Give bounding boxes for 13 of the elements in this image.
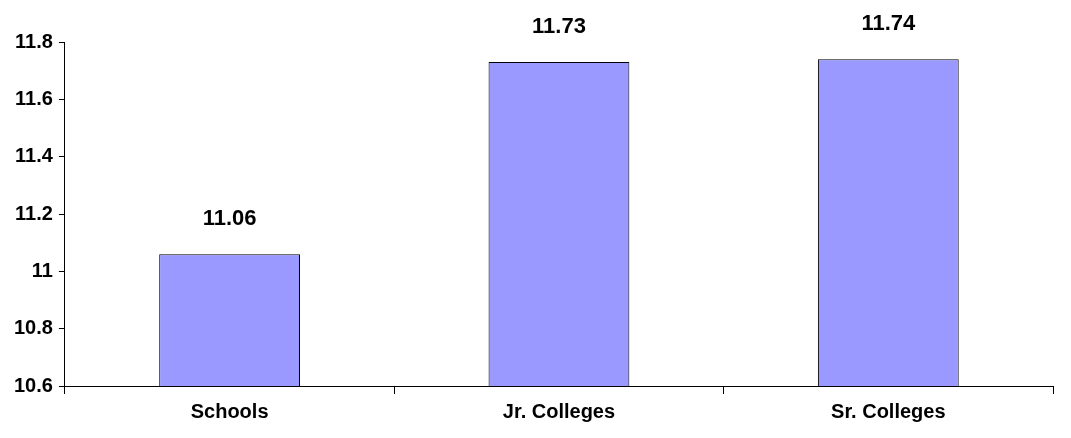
x-tick-label: Jr. Colleges [502,399,616,422]
y-tick-label: 11 [31,258,53,281]
x-tick-label: Sr. Colleges [831,399,946,422]
y-tick-label: 11.2 [15,201,53,224]
y-tick-label: 10.8 [13,316,53,339]
y-tick-label: 10.6 [13,373,53,396]
data-label: 11.73 [532,13,586,39]
y-tick-label: 11.6 [15,86,53,109]
y-tick-label: 11.8 [15,29,53,52]
data-label: 11.74 [861,10,916,36]
data-label: 11.06 [202,205,257,231]
y-tick-label: 11.4 [15,144,54,167]
x-tick-label: Schools [190,399,269,422]
